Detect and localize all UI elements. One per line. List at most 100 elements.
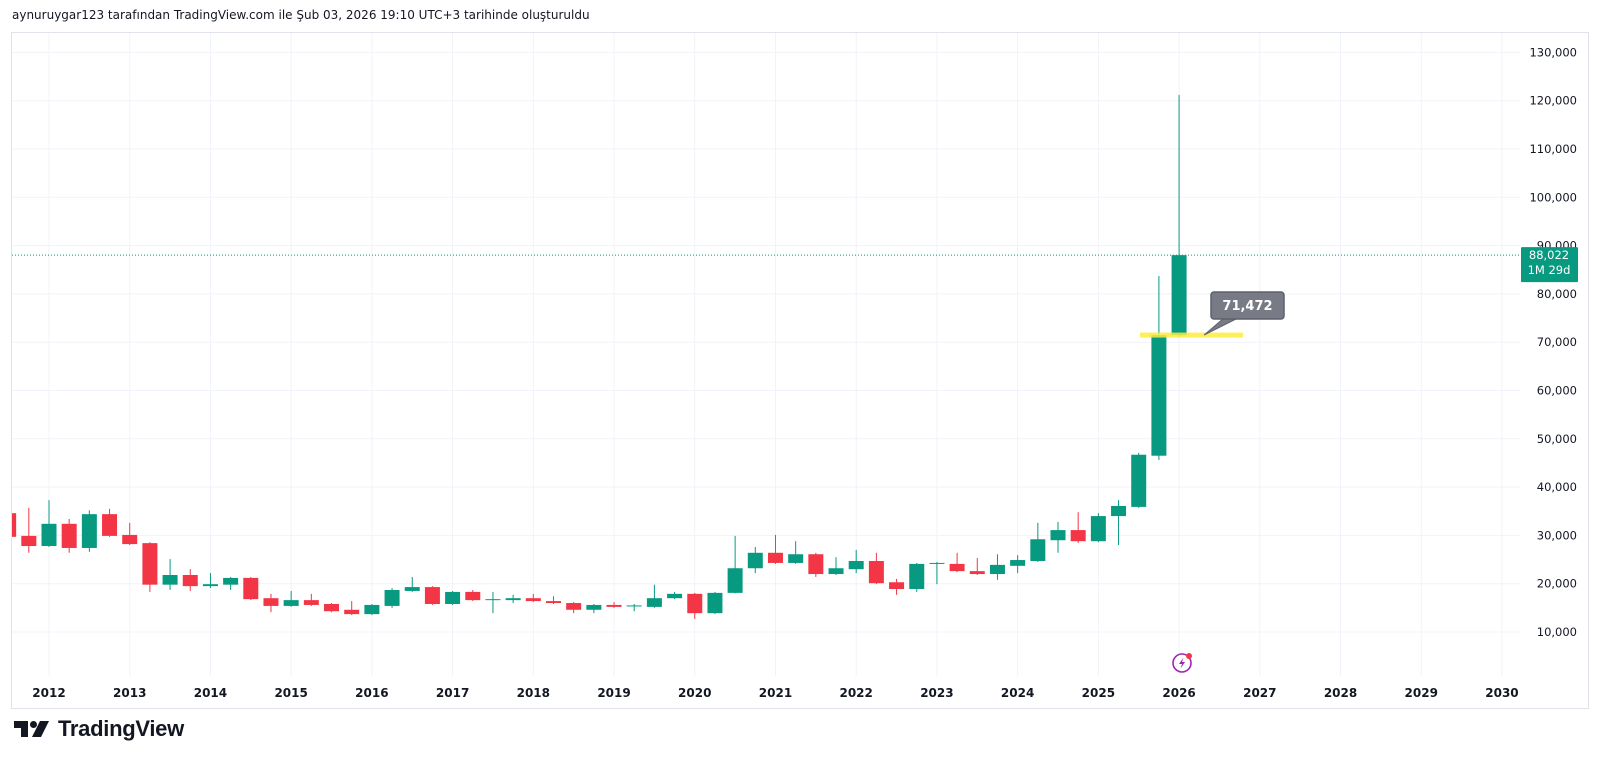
candle-2025Q1[interactable] xyxy=(1090,513,1106,543)
chart-attribution-header: aynuruygar123 tarafından TradingView.com… xyxy=(12,8,590,22)
candle-2013Q4[interactable] xyxy=(182,569,198,591)
candle-2015Q1[interactable] xyxy=(283,590,299,607)
candle-2020Q1[interactable] xyxy=(687,592,703,619)
time-axis[interactable]: 2012 2013 2014 2015 2016 2017 2018 2019 2020 2021… xyxy=(32,686,1518,700)
candle-2016Q2[interactable] xyxy=(384,588,400,608)
candle-2019Q2[interactable] xyxy=(626,603,642,612)
highlight-line[interactable] xyxy=(1140,332,1243,338)
candle-2025Q4[interactable] xyxy=(1151,276,1167,461)
candle-2024Q3[interactable] xyxy=(1050,521,1066,553)
candle-2015Q2[interactable] xyxy=(303,593,319,606)
candle-body xyxy=(424,587,440,604)
candle-2020Q4[interactable] xyxy=(747,546,763,574)
candle-body xyxy=(384,589,400,606)
candle-2011Q3[interactable] xyxy=(1,512,17,538)
candle-2023Q1[interactable] xyxy=(929,561,945,585)
candle-body xyxy=(929,562,945,564)
candle-2013Q2[interactable] xyxy=(142,542,158,592)
candle-2022Q2[interactable] xyxy=(868,552,884,585)
candle-2019Q1[interactable] xyxy=(606,602,622,608)
price-tick-label: 60,000 xyxy=(1537,384,1577,398)
time-tick-label: 2022 xyxy=(839,686,872,700)
candle-2023Q4[interactable] xyxy=(989,554,1005,580)
candle-2013Q1[interactable] xyxy=(122,522,138,546)
callout-box[interactable] xyxy=(1210,291,1285,320)
candle-2018Q3[interactable] xyxy=(566,602,582,614)
price-tick-label: 10,000 xyxy=(1537,625,1577,639)
candle-2025Q3[interactable] xyxy=(1131,452,1147,508)
candle-2018Q2[interactable] xyxy=(546,596,561,604)
candle-2021Q1[interactable] xyxy=(767,534,783,564)
candle-body xyxy=(828,568,844,575)
candle-2015Q4[interactable] xyxy=(344,601,360,616)
candle-2024Q2[interactable] xyxy=(1030,522,1046,562)
time-tick-label: 2014 xyxy=(194,686,227,700)
candle-body xyxy=(1090,516,1106,542)
candle-2017Q2[interactable] xyxy=(465,589,481,602)
candle-2024Q1[interactable] xyxy=(1010,555,1026,574)
candle-body xyxy=(848,560,864,570)
price-tick-label: 50,000 xyxy=(1537,432,1577,446)
candle-body xyxy=(586,604,602,610)
candle-body xyxy=(727,568,743,593)
candle-2014Q4[interactable] xyxy=(263,593,279,613)
lightning-event-icon[interactable] xyxy=(1172,653,1192,673)
candle-2011Q4[interactable] xyxy=(21,507,37,553)
candle-2012Q4[interactable] xyxy=(102,508,118,537)
candle-2023Q2[interactable] xyxy=(949,552,965,573)
candles-layer xyxy=(1,94,1187,619)
last-price-value: 88,022 xyxy=(1529,248,1569,262)
candle-2015Q3[interactable] xyxy=(324,603,340,613)
candle-2020Q3[interactable] xyxy=(727,535,743,594)
candle-2016Q1[interactable] xyxy=(364,603,380,616)
candle-2017Q3[interactable] xyxy=(485,591,501,614)
candle-2012Q2[interactable] xyxy=(61,518,77,553)
grid-lines xyxy=(12,33,1520,676)
candle-2014Q1[interactable] xyxy=(202,573,218,589)
time-tick-label: 2030 xyxy=(1485,686,1518,700)
tradingview-logo[interactable]: TradingView xyxy=(14,714,184,744)
candle-2013Q3[interactable] xyxy=(162,559,178,590)
candle-2021Q3[interactable] xyxy=(808,552,824,577)
time-tick-label: 2019 xyxy=(597,686,630,700)
candle-2019Q4[interactable] xyxy=(667,591,683,600)
candle-2018Q4[interactable] xyxy=(586,603,602,614)
candle-2017Q1[interactable] xyxy=(445,590,461,605)
candle-2022Q3[interactable] xyxy=(889,578,905,595)
candle-2021Q4[interactable] xyxy=(828,557,844,576)
candle-body xyxy=(566,603,582,610)
bar-countdown: 1M 29d xyxy=(1528,263,1571,277)
last-price-label: 88,022 1M 29d xyxy=(1521,247,1578,283)
candle-2021Q2[interactable] xyxy=(788,541,804,564)
price-tick-label: 80,000 xyxy=(1537,287,1577,301)
candle-body xyxy=(344,609,360,615)
callout-label: 71,472 xyxy=(1222,299,1272,314)
candle-2014Q2[interactable] xyxy=(223,576,239,590)
candle-2014Q3[interactable] xyxy=(243,576,259,601)
candle-body xyxy=(505,598,521,601)
candle-2017Q4[interactable] xyxy=(505,594,521,604)
candle-2016Q3[interactable] xyxy=(404,576,420,592)
candle-2022Q1[interactable] xyxy=(848,549,864,574)
candle-body xyxy=(12,513,17,537)
price-axis[interactable]: 10,000 20,000 30,000 40,000 50,000 60,000 70,0… xyxy=(1529,45,1577,639)
candle-2016Q4[interactable] xyxy=(424,586,440,605)
candle-2022Q4[interactable] xyxy=(909,562,925,592)
candle-2019Q3[interactable] xyxy=(646,584,662,608)
candle-2023Q3[interactable] xyxy=(969,558,985,576)
candle-2024Q4[interactable] xyxy=(1070,512,1086,544)
price-note-annotation[interactable]: 71,472 xyxy=(1140,291,1285,338)
candle-2018Q1[interactable] xyxy=(525,593,541,603)
candle-2020Q2[interactable] xyxy=(707,591,723,615)
candle-2026Q1[interactable] xyxy=(1171,94,1187,337)
candle-body xyxy=(525,598,541,602)
candle-body xyxy=(606,604,622,607)
price-tick-label: 20,000 xyxy=(1537,577,1577,591)
candle-body xyxy=(1111,505,1127,517)
candle-2012Q3[interactable] xyxy=(81,510,97,552)
candle-2025Q2[interactable] xyxy=(1111,500,1127,546)
time-tick-label: 2021 xyxy=(759,686,792,700)
candle-2012Q1[interactable] xyxy=(41,500,57,547)
candle-body xyxy=(122,534,138,545)
